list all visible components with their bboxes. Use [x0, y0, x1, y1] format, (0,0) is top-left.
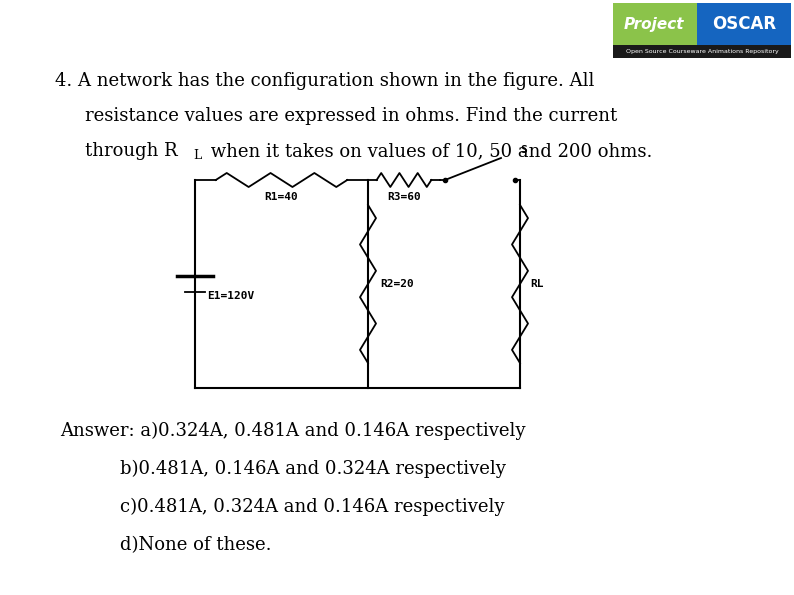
- Text: Answer: a)0.324A, 0.481A and 0.146A respectively: Answer: a)0.324A, 0.481A and 0.146A resp…: [60, 422, 526, 440]
- Text: E1=120V: E1=120V: [207, 291, 254, 301]
- Text: R1=40: R1=40: [264, 192, 299, 202]
- Text: d)None of these.: d)None of these.: [120, 536, 272, 554]
- Text: Project: Project: [624, 17, 684, 32]
- Text: S: S: [520, 145, 526, 155]
- Bar: [613, 45, 791, 58]
- Text: resistance values are expressed in ohms. Find the current: resistance values are expressed in ohms.…: [85, 107, 617, 125]
- Bar: [613, 3, 696, 45]
- Text: RL: RL: [530, 279, 544, 289]
- Text: R3=60: R3=60: [387, 192, 421, 202]
- Text: Open Source Courseware Animations Repository: Open Source Courseware Animations Reposi…: [626, 49, 778, 54]
- Text: OSCAR: OSCAR: [711, 15, 776, 33]
- Text: c)0.481A, 0.324A and 0.146A respectively: c)0.481A, 0.324A and 0.146A respectively: [120, 498, 504, 516]
- Bar: [696, 3, 791, 45]
- Text: R2=20: R2=20: [380, 279, 414, 289]
- Text: L: L: [193, 149, 201, 162]
- Text: 4. A network has the configuration shown in the figure. All: 4. A network has the configuration shown…: [55, 72, 595, 90]
- Text: when it takes on values of 10, 50 and 200 ohms.: when it takes on values of 10, 50 and 20…: [205, 142, 653, 160]
- Text: b)0.481A, 0.146A and 0.324A respectively: b)0.481A, 0.146A and 0.324A respectively: [120, 460, 506, 478]
- Text: through R: through R: [85, 142, 178, 160]
